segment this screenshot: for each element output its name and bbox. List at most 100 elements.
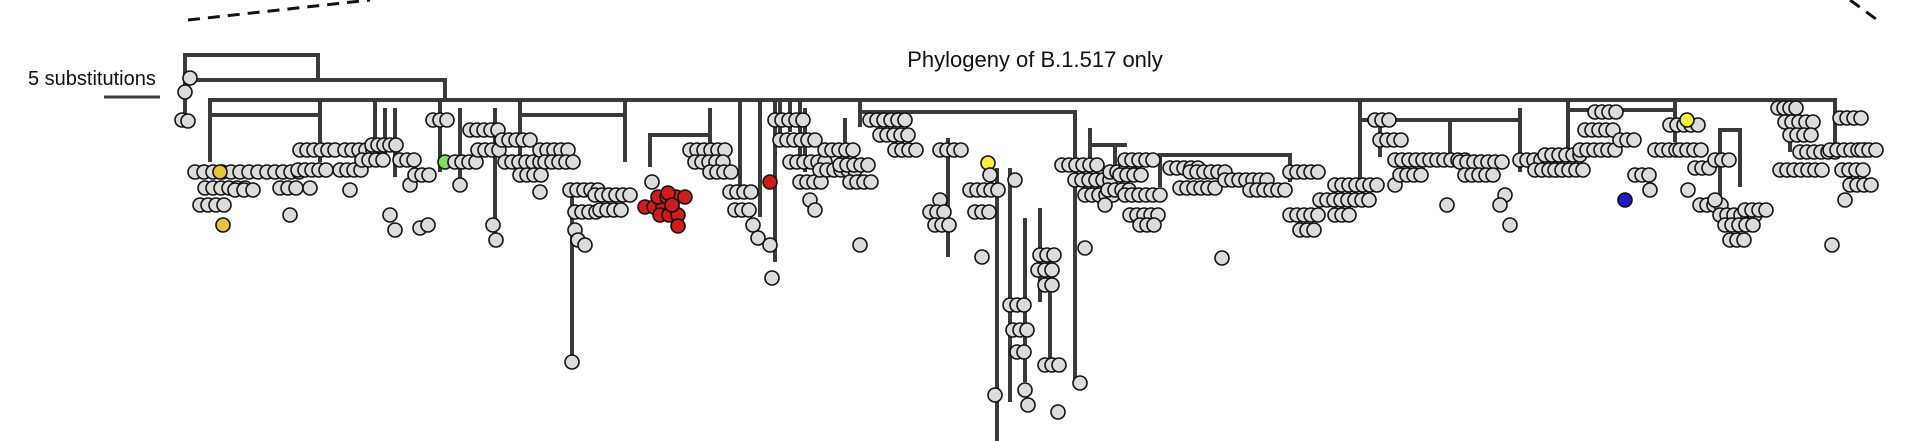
tree-tip — [1044, 262, 1060, 278]
tree-tip — [1277, 182, 1293, 198]
tree-tip — [1007, 172, 1023, 188]
tree-tip — [1494, 154, 1510, 170]
tree-tip — [1575, 162, 1591, 178]
tree-tip — [1707, 192, 1723, 208]
tree-tip — [1721, 152, 1737, 168]
tree-tip — [762, 237, 778, 253]
tree-tip — [1679, 112, 1695, 128]
tree-tip — [745, 217, 761, 233]
tree-tip — [613, 202, 629, 218]
tree-tip — [1044, 277, 1060, 293]
tree-tip — [1097, 197, 1113, 213]
tree-tip — [1310, 207, 1326, 223]
tree-tip — [1381, 112, 1397, 128]
tree-tip — [1089, 157, 1105, 173]
tree-tip — [723, 164, 739, 180]
tree-tip — [908, 142, 924, 158]
tree-tip — [845, 142, 861, 158]
tree-tip — [212, 164, 228, 180]
tree-tip — [180, 113, 196, 129]
tree-tip — [1016, 297, 1032, 313]
tree-tip — [941, 217, 957, 233]
tree-tip — [1072, 375, 1088, 391]
tree-tip — [1805, 114, 1821, 130]
tree-tip — [1736, 232, 1752, 248]
tree-tip — [1207, 180, 1223, 196]
tree-tip — [622, 187, 638, 203]
tree-tip — [1863, 177, 1879, 193]
tree-tip — [936, 204, 952, 220]
tree-tip — [375, 152, 391, 168]
tree-tip — [1310, 164, 1326, 180]
tree-tip — [1485, 167, 1501, 183]
tree-tip — [439, 112, 455, 128]
tree-tip — [860, 157, 876, 173]
tree-tip — [177, 84, 193, 100]
tree-tip — [743, 184, 759, 200]
tree-tip — [1837, 192, 1853, 208]
tree-tip — [382, 207, 398, 223]
tree-tip — [565, 154, 581, 170]
tree-tip — [485, 217, 501, 233]
tree-tip — [1745, 217, 1761, 233]
tree-tip — [863, 174, 879, 190]
tree-tip — [577, 237, 593, 253]
tree-tip — [564, 354, 580, 370]
tree-tip — [795, 112, 811, 128]
tree-tip — [1017, 382, 1033, 398]
tree-tip — [1133, 167, 1149, 183]
tree-tip — [900, 127, 916, 143]
tree-tip — [1868, 142, 1884, 158]
tree-tips — [174, 70, 1884, 420]
tree-tip — [1803, 127, 1819, 143]
tree-tip — [664, 197, 680, 213]
tree-tip — [1617, 192, 1633, 208]
tree-tip — [288, 180, 304, 196]
tree-tip — [987, 387, 1003, 403]
tree-tip — [1502, 217, 1518, 233]
tree-tip — [741, 202, 757, 218]
tree-tip — [342, 182, 358, 198]
tree-tip — [1693, 142, 1709, 158]
tree-tip — [215, 217, 231, 233]
tree-tip — [897, 112, 913, 128]
tree-tip — [1016, 344, 1032, 360]
tree-tip — [421, 167, 437, 183]
tree-tip — [488, 232, 504, 248]
tree-tip — [1626, 132, 1642, 148]
tree-tip — [1855, 162, 1871, 178]
tree-tip — [1146, 217, 1162, 233]
tree-tip — [1439, 197, 1455, 213]
tree-tip — [1214, 250, 1230, 266]
tree-tip — [807, 132, 823, 148]
tree-tip — [245, 182, 261, 198]
tree-tip — [452, 177, 468, 193]
tree-tip — [1641, 167, 1657, 183]
tree-tip — [1050, 404, 1066, 420]
tree-tip — [644, 174, 660, 190]
tree-tip — [990, 182, 1006, 198]
tree-tip — [1492, 197, 1508, 213]
tree-tip — [406, 152, 422, 168]
zoom-connector-left — [187, 0, 371, 22]
tree-tip — [420, 217, 436, 233]
tree-tip — [1077, 240, 1093, 256]
tree-tip — [982, 167, 998, 183]
tree-tip — [1642, 182, 1658, 198]
tree-tip — [807, 202, 823, 218]
tree-tip — [1369, 177, 1385, 193]
tree-tip — [953, 142, 969, 158]
scale-bar-label: 5 substitutions — [28, 68, 156, 90]
tree-tip — [533, 167, 549, 183]
tree-tip — [677, 189, 693, 205]
tree-tip — [974, 249, 990, 265]
tree-tip — [216, 197, 232, 213]
tree-tip — [282, 207, 298, 223]
tree-tip — [1152, 187, 1168, 203]
tree-tip — [318, 162, 334, 178]
tree-tip — [750, 230, 766, 246]
tree-tip — [1393, 132, 1409, 148]
tree-tip — [981, 204, 997, 220]
tree-tip — [388, 137, 404, 153]
